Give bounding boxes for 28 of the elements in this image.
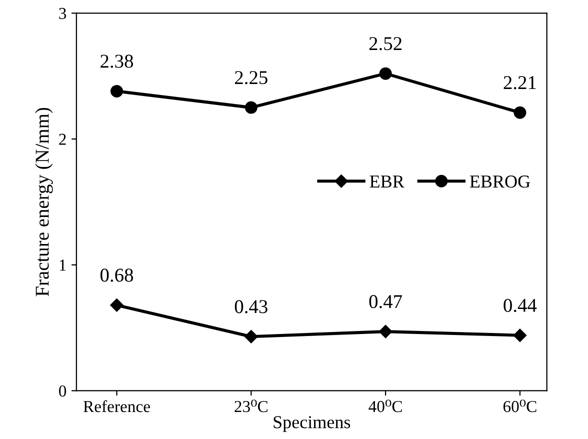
data-label: 2.21	[504, 76, 536, 90]
point	[513, 328, 527, 342]
y-tick-label: 3	[59, 8, 66, 20]
point	[110, 298, 124, 312]
data-label: 2.25	[235, 71, 268, 84]
legend-label: EBROG	[470, 176, 530, 188]
x-tick-label: 40⁰C	[368, 400, 402, 412]
y-tick-label: 2	[59, 134, 66, 145]
y-tick-label: 0	[59, 385, 66, 397]
point	[244, 330, 258, 344]
data-label: 0.47	[369, 295, 402, 308]
y-tick-label: 1	[60, 260, 66, 271]
x-tick-label: Reference	[83, 400, 150, 412]
point	[379, 67, 392, 80]
data-label: 0.44	[504, 298, 537, 312]
point	[110, 84, 124, 98]
data-label: 0.68	[100, 268, 134, 282]
x-tick-label: 23⁰C	[234, 400, 268, 412]
legend-label: EBR	[370, 176, 404, 188]
y-axis-title: Fracture energy (N/mm)	[35, 108, 53, 296]
data-label: 0.43	[234, 300, 268, 314]
data-label: 2.38	[100, 54, 134, 68]
point	[514, 106, 526, 119]
data-label: 2.52	[369, 37, 402, 50]
x-tick-label: 60⁰C	[503, 400, 536, 412]
point	[244, 101, 258, 114]
x-axis-title: Specimens	[274, 416, 350, 432]
point	[378, 324, 392, 338]
